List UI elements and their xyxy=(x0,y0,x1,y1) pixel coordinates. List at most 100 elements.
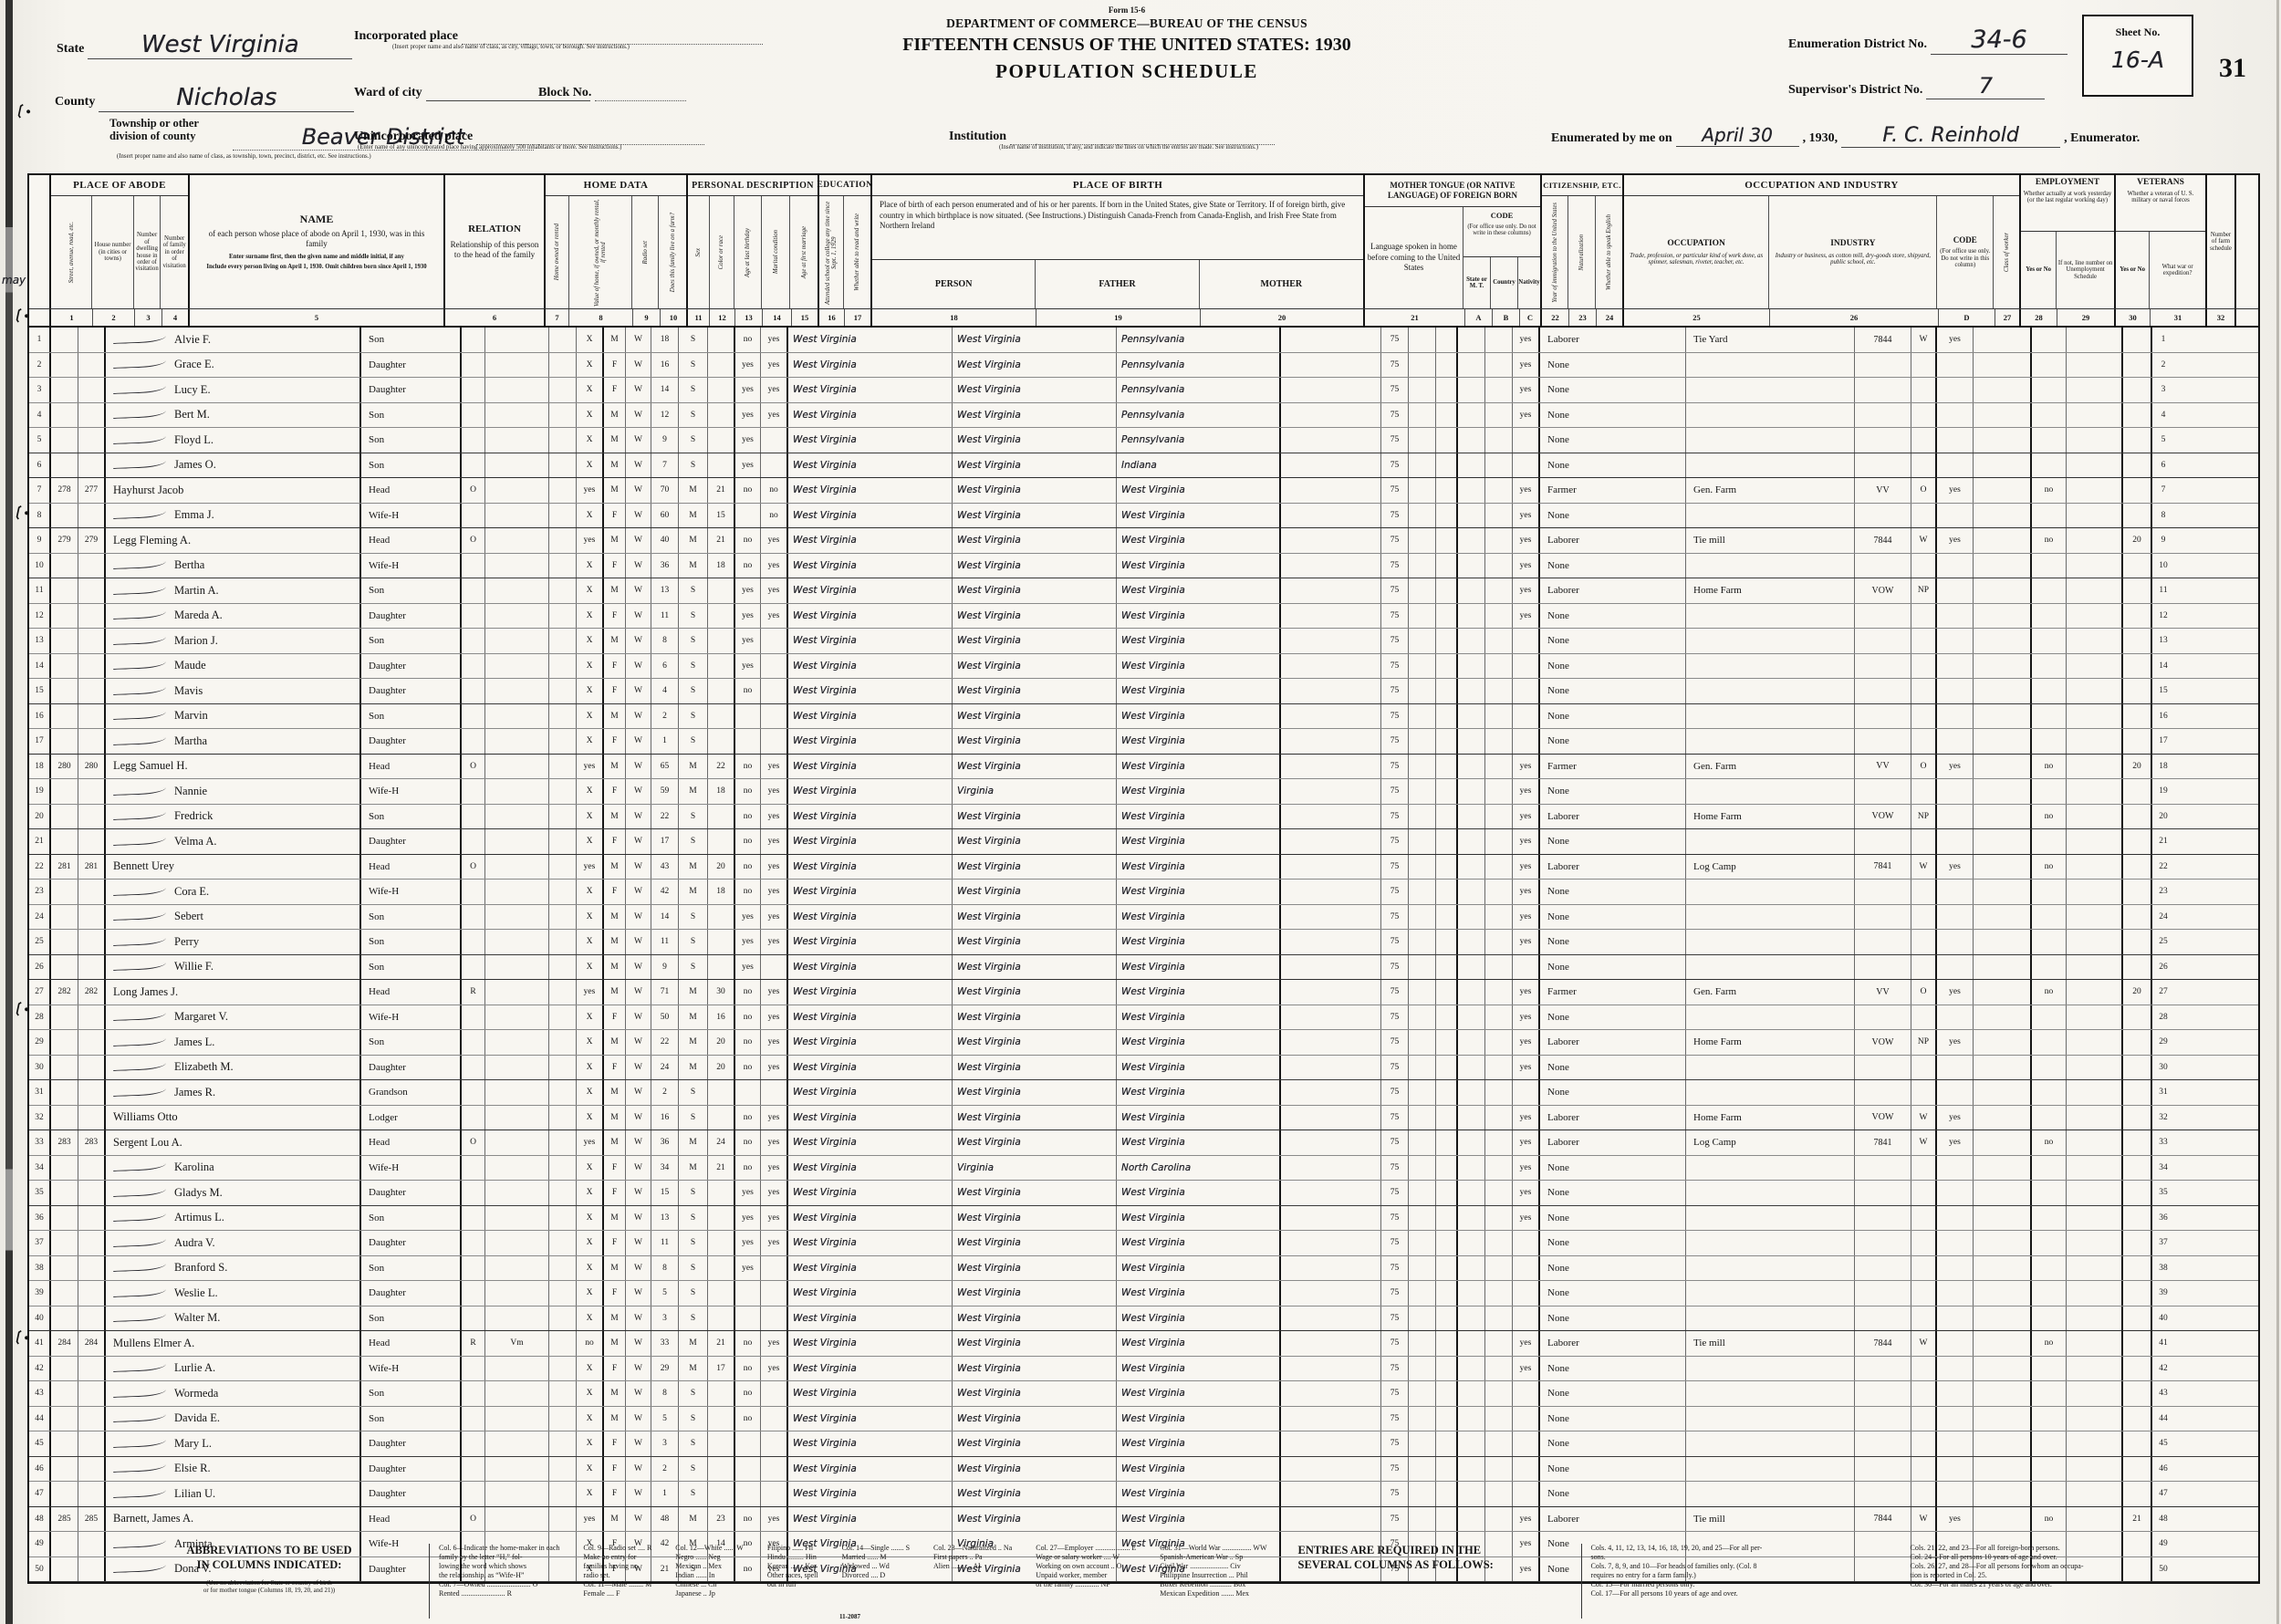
cell-birth-mother: West Virginia xyxy=(1117,1005,1281,1029)
cell-english: yes xyxy=(1513,880,1540,904)
cell-farm: X xyxy=(577,1181,604,1205)
cell-war xyxy=(2067,1381,2123,1406)
cell-code-b xyxy=(1409,402,1436,427)
cell-birth-mother: West Virginia xyxy=(1117,854,1281,879)
cell-sex: M xyxy=(604,1331,626,1356)
cell-language xyxy=(1281,1381,1381,1406)
cell-code-a: 75 xyxy=(1381,954,1409,979)
cell-sex: F xyxy=(604,679,626,703)
row-line-number: 26 xyxy=(29,954,51,979)
row-line-number: 44 xyxy=(29,1406,51,1431)
cell-name: Walter M. xyxy=(106,1306,361,1330)
cell-family-number: 281 xyxy=(78,854,106,879)
cell-birth-mother: West Virginia xyxy=(1117,1205,1281,1230)
cell-family-number xyxy=(78,779,106,804)
cell-name: Cora E. xyxy=(106,880,361,904)
row-line-number: 45 xyxy=(29,1431,51,1456)
cell-industry xyxy=(1686,603,1855,628)
cell-veteran xyxy=(2032,1231,2067,1255)
column-number: C xyxy=(1520,309,1542,326)
cell-war xyxy=(2067,1055,2123,1079)
cell-worker-class xyxy=(1911,880,1937,904)
cell-occupation: None xyxy=(1540,779,1686,804)
cell-sex: F xyxy=(604,1181,626,1205)
cell-dwelling-number: 282 xyxy=(51,980,78,1005)
cell-home-owned xyxy=(462,1456,485,1481)
cell-relation: Head xyxy=(361,1331,462,1356)
cell-marital: M xyxy=(679,553,708,578)
cell-birth-person: West Virginia xyxy=(788,1482,953,1506)
cell-war xyxy=(2067,1080,2123,1105)
cell-relation: Daughter xyxy=(361,1181,462,1205)
cell-naturalization xyxy=(1485,1556,1513,1581)
department-title: DEPARTMENT OF COMMERCE—BUREAU OF THE CEN… xyxy=(946,16,1307,30)
cell-school: no xyxy=(735,1055,761,1079)
table-row: 31 James R. Grandson X M W 2 S West Virginia West… xyxy=(29,1080,2258,1106)
cell-marital: M xyxy=(679,1532,708,1556)
cell-race: W xyxy=(626,1130,651,1155)
cell-age-married: 15 xyxy=(708,503,735,527)
cell-occupation-code: 7844 xyxy=(1855,328,1911,352)
cell-radio xyxy=(549,1506,577,1531)
surname-ditto-line xyxy=(112,1389,167,1398)
cell-relation: Son xyxy=(361,804,462,828)
cell-marital: S xyxy=(679,904,708,929)
surname-ditto-line xyxy=(112,912,167,921)
cell-code-c xyxy=(1436,1281,1458,1306)
row-line-number: 10 xyxy=(29,553,51,578)
cell-radio xyxy=(549,1080,577,1105)
cell-relation: Head xyxy=(361,1506,462,1531)
cell-war xyxy=(2067,1506,2123,1531)
cell-birth-person: West Virginia xyxy=(788,754,953,778)
cell-home-value xyxy=(485,904,549,929)
cell-read-write: yes xyxy=(761,603,788,628)
cell-naturalization xyxy=(1485,328,1513,352)
cell-radio xyxy=(549,478,577,503)
cell-birth-father: West Virginia xyxy=(953,478,1117,503)
abbreviation-blocks: Col. 6—Indicate the home-maker in each f… xyxy=(439,1544,1267,1598)
cell-farm: X xyxy=(577,428,604,453)
cell-code-c xyxy=(1436,378,1458,402)
cell-veteran xyxy=(2032,1306,2067,1330)
cell-age: 71 xyxy=(651,980,679,1005)
cell-home-value xyxy=(485,1005,549,1029)
cell-industry xyxy=(1686,1255,1855,1280)
cell-home-value xyxy=(485,854,549,879)
cell-relation: Head xyxy=(361,1130,462,1155)
cell-occupation: Farmer xyxy=(1540,980,1686,1005)
row-line-number: 50 xyxy=(2159,1564,2168,1574)
cell-code-b xyxy=(1409,829,1436,854)
cell-radio xyxy=(549,378,577,402)
cell-at-work xyxy=(1937,804,1974,828)
cell-radio xyxy=(549,603,577,628)
cell-race: W xyxy=(626,1055,651,1079)
cell-relation: Son xyxy=(361,453,462,477)
row-line-number: 41 xyxy=(2159,1338,2168,1348)
cell-race: W xyxy=(626,503,651,527)
cell-farm-schedule xyxy=(2123,352,2152,377)
cell-age: 14 xyxy=(651,904,679,929)
cell-english: yes xyxy=(1513,1205,1540,1230)
cell-code-c xyxy=(1436,679,1458,703)
cell-worker-class xyxy=(1911,779,1937,804)
cell-race: W xyxy=(626,1080,651,1105)
cell-farm: X xyxy=(577,1030,604,1055)
cell-marital: M xyxy=(679,1506,708,1531)
cell-relation: Wife-H xyxy=(361,1155,462,1180)
cell-race: W xyxy=(626,578,651,603)
cell-home-value xyxy=(485,629,549,653)
cell-age: 11 xyxy=(651,930,679,954)
cell-school: yes xyxy=(735,1205,761,1230)
cell-industry xyxy=(1686,1456,1855,1481)
cell-code-a: 75 xyxy=(1381,1231,1409,1255)
cell-read-write: yes xyxy=(761,352,788,377)
cell-family-number xyxy=(78,729,106,754)
cell-naturalization xyxy=(1485,754,1513,778)
table-row: 30 Elizabeth M. Daughter X F W 24 M 20 no yes West … xyxy=(29,1055,2258,1080)
row-line-number: 8 xyxy=(2161,510,2166,520)
table-row: 34 Karolina Wife-H X F W 34 M 21 no yes West Virgin… xyxy=(29,1155,2258,1181)
cell-war xyxy=(2067,1331,2123,1356)
table-row: 16 Marvin Son X M W 2 S West Virginia West Virgin… xyxy=(29,703,2258,729)
cell-radio xyxy=(549,528,577,553)
cell-unemployment-line xyxy=(1974,1532,2032,1556)
